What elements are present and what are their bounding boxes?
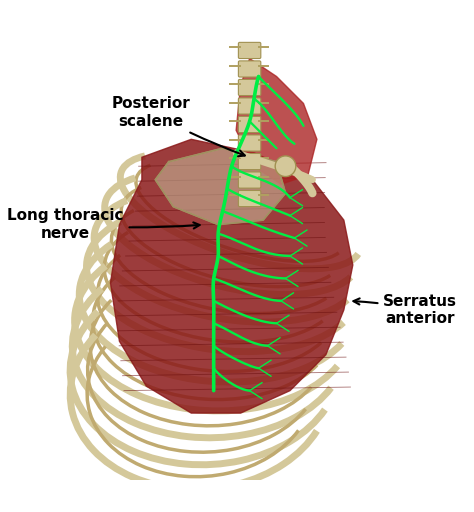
FancyBboxPatch shape bbox=[238, 135, 261, 151]
Text: Posterior
scalene: Posterior scalene bbox=[111, 96, 245, 156]
Polygon shape bbox=[236, 58, 317, 184]
Text: Serratus
anterior: Serratus anterior bbox=[354, 294, 457, 326]
Polygon shape bbox=[155, 148, 285, 225]
FancyBboxPatch shape bbox=[238, 190, 261, 207]
Circle shape bbox=[275, 156, 296, 177]
FancyBboxPatch shape bbox=[238, 116, 261, 133]
FancyBboxPatch shape bbox=[238, 98, 261, 114]
FancyBboxPatch shape bbox=[238, 154, 261, 169]
FancyBboxPatch shape bbox=[238, 61, 261, 77]
FancyBboxPatch shape bbox=[238, 42, 261, 58]
Text: Long thoracic
nerve: Long thoracic nerve bbox=[7, 208, 200, 241]
Polygon shape bbox=[110, 139, 353, 413]
FancyBboxPatch shape bbox=[238, 172, 261, 188]
FancyBboxPatch shape bbox=[238, 79, 261, 96]
